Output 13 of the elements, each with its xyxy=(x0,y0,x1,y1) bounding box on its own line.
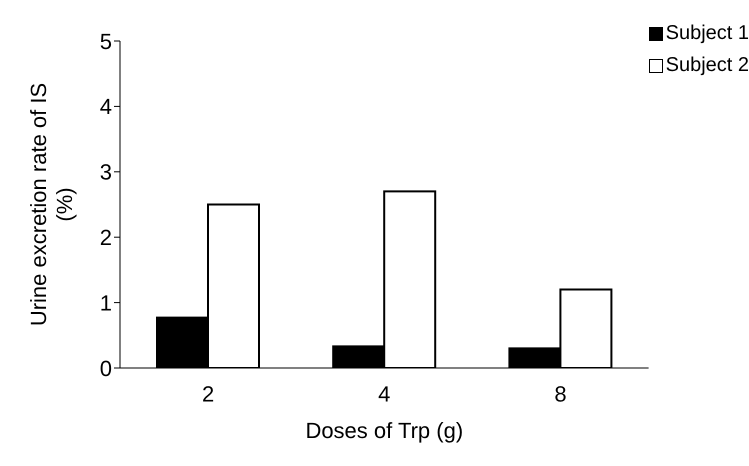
y-tick-label: 1 xyxy=(100,290,112,316)
x-tick-label: 8 xyxy=(554,382,567,407)
x-tick-label: 2 xyxy=(202,382,214,407)
x-axis-title: Doses of Trp (g) xyxy=(305,418,464,443)
legend-label: Subject 1 xyxy=(666,22,749,45)
y-tick-label: 2 xyxy=(100,225,112,250)
y-tick-label: 5 xyxy=(100,28,112,54)
y-tick-label: 4 xyxy=(100,94,112,120)
y-tick-label: 0 xyxy=(100,356,112,381)
legend-label: Subject 2 xyxy=(666,54,749,77)
x-tick-label: 4 xyxy=(378,382,390,407)
y-axis-title: Urine excretion rate of IS (%) xyxy=(26,82,77,326)
y-tick-label: 3 xyxy=(100,160,112,185)
